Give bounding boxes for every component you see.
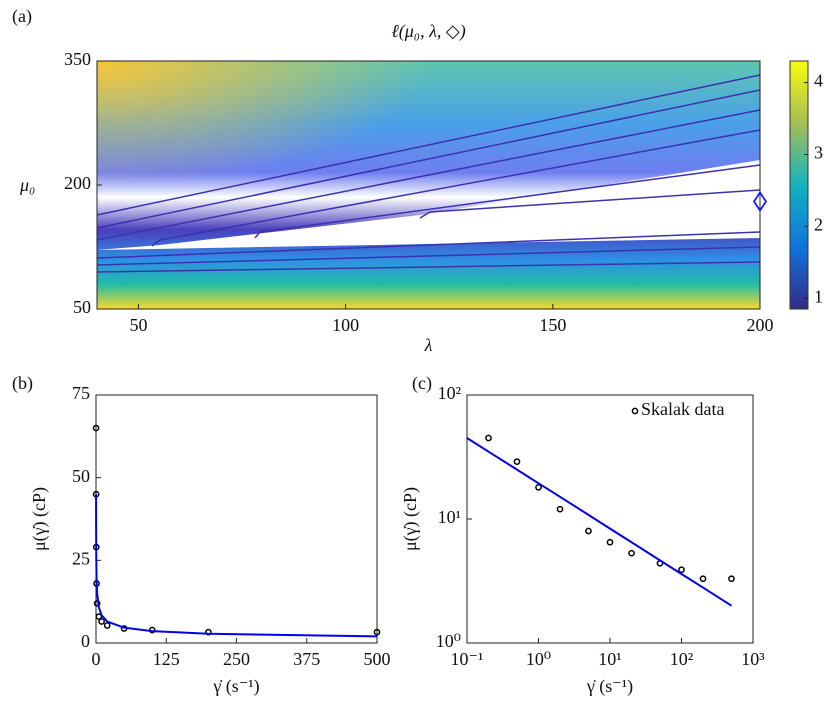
x-tick-label: 10²	[670, 649, 693, 669]
y-tick-label: 10¹	[438, 507, 461, 527]
legend-marker	[631, 407, 639, 415]
colorbar-tick-label: 4	[814, 71, 823, 91]
panel-label: (a)	[12, 6, 32, 27]
contour-field	[96, 61, 761, 309]
y-tick-label: 50	[73, 297, 91, 317]
data-point	[92, 424, 100, 432]
y-axis-label: μ₀	[19, 175, 35, 195]
data-point	[535, 483, 542, 491]
data-point	[678, 566, 685, 574]
colorbar	[789, 60, 809, 310]
x-tick-label: 500	[364, 649, 391, 669]
data-point	[585, 527, 592, 535]
y-tick-label: 350	[64, 49, 91, 69]
fit-line	[466, 437, 733, 607]
axes-box	[466, 394, 754, 644]
x-tick-label: 150	[539, 315, 566, 335]
chart-title: ℓ(μ₀, λ, ◇)	[391, 21, 465, 42]
x-axis-label: γ̇ (s⁻¹)	[212, 676, 259, 697]
data-point	[98, 618, 105, 625]
x-tick-label: 50	[129, 315, 147, 335]
data-point	[485, 434, 492, 442]
data-point	[606, 538, 614, 546]
colorbar-tick-label: 1	[814, 286, 823, 306]
data-point	[513, 458, 521, 466]
panel-label: (b)	[12, 373, 33, 394]
axes-box	[95, 394, 378, 644]
x-axis-label: λ	[424, 335, 433, 355]
x-tick-label: 0	[92, 649, 101, 669]
y-axis-label: μ(γ̇) (cP)	[29, 487, 50, 551]
colorbar-tick-label: 3	[814, 143, 823, 163]
data-point	[628, 549, 635, 557]
x-tick-label: 10¹	[598, 649, 621, 669]
x-tick-label: 375	[293, 649, 320, 669]
x-tick-label: 10³	[741, 649, 765, 669]
x-tick-label: 10⁰	[526, 649, 551, 669]
x-tick-label: 200	[747, 315, 774, 335]
data-point	[103, 622, 111, 629]
x-axis-label: γ̇ (s⁻¹)	[586, 676, 633, 697]
data-point	[728, 575, 735, 583]
y-tick-label: 0	[81, 631, 90, 651]
colorbar-tick-label: 2	[814, 214, 823, 234]
y-tick-label: 200	[64, 173, 91, 193]
y-tick-label: 10⁰	[436, 631, 461, 651]
y-tick-label: 75	[72, 383, 90, 403]
x-tick-label: 10⁻¹	[451, 649, 484, 669]
x-tick-label: 125	[153, 649, 180, 669]
y-tick-label: 50	[72, 466, 90, 486]
y-axis-label: μ(γ̇) (cP)	[400, 487, 421, 551]
y-tick-label: 25	[72, 548, 90, 568]
x-tick-label: 250	[223, 649, 250, 669]
data-point	[373, 628, 381, 636]
data-point	[556, 505, 564, 513]
y-tick-label: 10²	[438, 383, 461, 403]
fit-line	[95, 494, 378, 638]
x-tick-label: 100	[332, 315, 359, 335]
panel-label: (c)	[412, 373, 432, 394]
data-point	[699, 575, 707, 583]
optimum-marker	[752, 190, 768, 213]
legend-label: Skalak data	[641, 399, 724, 419]
